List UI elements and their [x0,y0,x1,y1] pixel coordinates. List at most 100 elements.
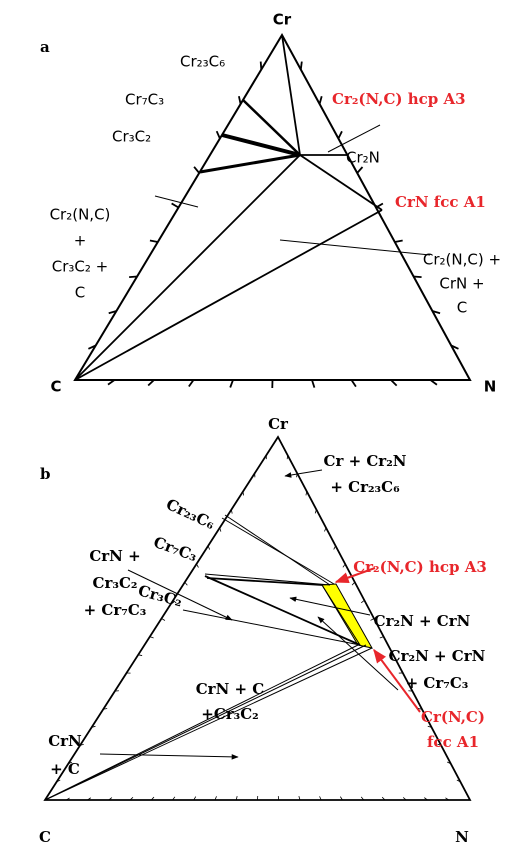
edge-tick [88,344,97,350]
edge-tick [149,239,158,243]
phase-label: CrN + [439,275,484,293]
edge-tick [389,654,394,656]
edge-tick [66,797,70,801]
edge-tick [390,379,398,387]
edge-tick [172,796,176,801]
phase-label: Cr₂N [346,149,380,167]
edge-tick [129,275,138,279]
phase-label: Cr₂N + CrN [389,647,486,665]
edge-tick [375,202,384,209]
edge-tick [427,725,432,728]
edge-tick [417,708,423,710]
edge-tick [219,527,222,532]
phase-label: Cr₂₃C₆ [180,53,225,71]
edge-tick [129,797,134,801]
edge-tick [91,725,96,728]
edge-tick [196,563,199,568]
phase-label: CrN + C [196,680,265,698]
edge-tick [56,779,61,783]
phase-label: + C [50,760,80,778]
phase-label: Cr₃C₂ [112,128,151,146]
edge-tick [149,636,154,639]
edge-tick [314,509,317,514]
edge-tick [351,581,356,586]
edge-tick [356,166,364,174]
vertex-label: C [39,828,51,846]
edge-tick [305,491,308,496]
phase-label: + Cr₇C₃ [406,674,469,692]
edge-tick [432,310,441,315]
edge-tick [339,796,343,801]
edge-tick [298,796,301,801]
edge-tick [171,202,179,209]
edge-tick [379,636,384,639]
vertex-label: Cr [268,415,289,433]
edge-tick [413,275,422,279]
edge-tick [424,797,428,801]
phase-label: Cr₇C₃ [151,533,199,565]
edge-tick [188,379,195,388]
phase-label: + Cr₇C₃ [84,601,147,619]
edge-tick [360,796,365,801]
edge-tick [299,61,303,70]
panel: a Cr C N Cr₂₃C₆ Cr₇C₃ Cr₃C₂ Cr₂(N,C) hcp A3 Cr₂N… [40,11,501,396]
edge-tick [296,473,298,478]
phase-label: + Cr₂₃C₆ [330,478,400,496]
edge-tick [333,545,336,550]
edge-tick [350,379,357,388]
edge-tick [319,796,322,801]
edge-tick [381,796,386,801]
panel-letter: a [40,38,50,56]
edge-tick [108,797,113,801]
edge-tick [235,796,238,801]
edge-tick [259,61,263,70]
edge-tick [361,600,365,604]
phase-label: Cr₂N + CrN [374,612,471,630]
phase-label: Cr₃C₂ + [52,258,108,276]
edge-tick [394,239,403,243]
edge-tick [193,796,197,801]
phase-label: Cr₂(N,C) hcp A3 [332,90,466,108]
phase-label: + [74,232,87,250]
phase-label: Cr₂(N,C) [50,206,111,224]
edge-tick [147,379,155,387]
phase-label: CrN [48,732,82,750]
edge-tick [87,797,92,801]
edge-tick [337,130,343,139]
edge-tick [108,310,117,315]
panel-letter: b [40,465,51,483]
edge-tick [311,379,316,388]
edge-tick [215,130,221,139]
edge-tick [402,797,407,801]
edge-tick [184,581,188,586]
edge-tick [450,344,459,350]
phase-label: C [75,284,85,302]
edge-tick [161,618,166,621]
phase-label: fcc A1 [427,733,479,751]
edge-tick [79,743,84,746]
phase-label: Cr₇C₃ [125,91,164,109]
edge-tick [437,743,442,746]
edge-tick [231,509,233,514]
phase-label: Cr(N,C) [421,708,485,726]
edge-tick [193,166,200,174]
phase-label: Cr + Cr₂N [324,452,407,470]
edge-tick [150,796,155,801]
edge-tick [138,654,143,656]
edge-tick [342,563,346,568]
phase-label: Cr₃C₂ [93,574,138,592]
edge-tick [429,379,438,386]
edge-tick [318,96,323,105]
phase-label: Cr₂(N,C) + [423,251,501,269]
edge-tick [172,600,177,604]
vertex-label: N [484,378,497,396]
phase-label: C [457,299,467,317]
edge-tick [370,618,375,621]
edge-tick [107,379,116,386]
edge-tick [214,796,217,801]
phase-label: +Cr₃C₂ [201,705,259,723]
phase-label: Cr₂₃C₆ [163,495,218,533]
edge-tick [229,379,234,388]
